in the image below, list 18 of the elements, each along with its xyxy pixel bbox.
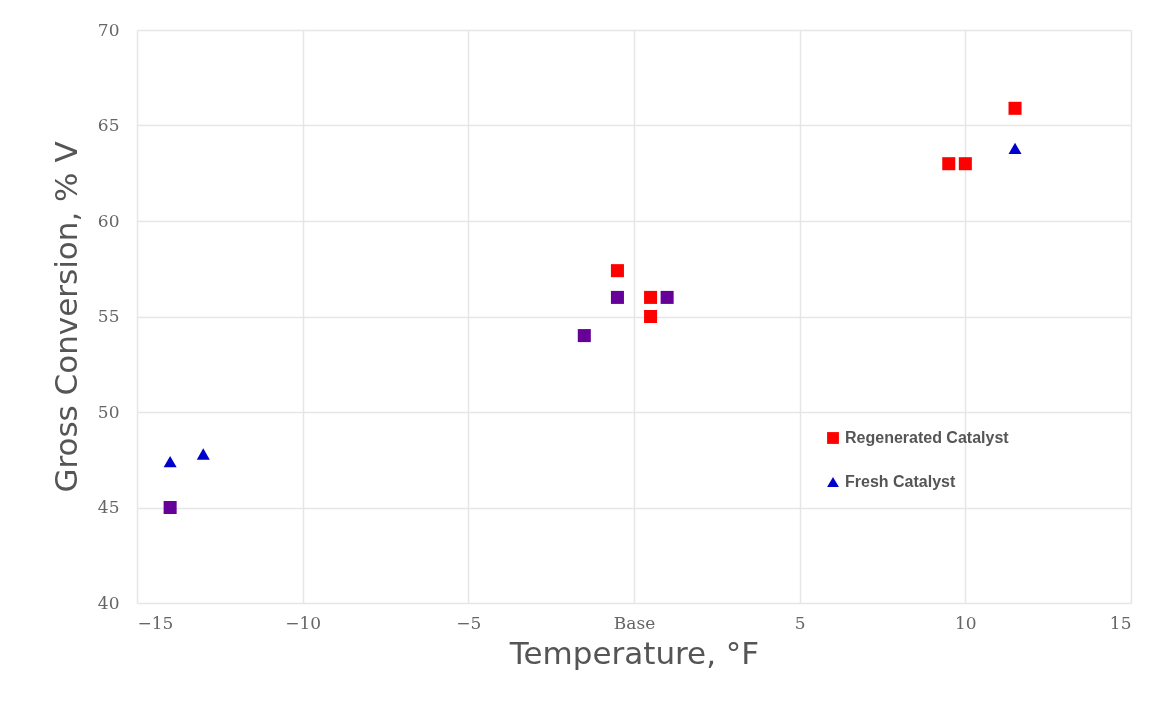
x-tick-label: 5 <box>794 612 806 633</box>
x-tick-label: 15 <box>1109 612 1132 633</box>
y-tick-label: 45 <box>97 497 120 517</box>
y-tick-label: 55 <box>97 306 120 326</box>
y-tick-label: 60 <box>97 210 120 231</box>
legend-label: Fresh Catalyst <box>845 473 956 490</box>
x-tick-label: −15 <box>137 612 174 633</box>
x-tick-label: −5 <box>456 612 482 633</box>
y-axis-title: Gross Conversion, % V <box>47 141 84 493</box>
legend-label: Regenerated Catalyst <box>845 429 1010 446</box>
y-tick-label: 65 <box>97 115 120 135</box>
x-tick-label: Base <box>613 612 656 633</box>
y-tick-label: 70 <box>97 19 120 40</box>
x-tick-label: 10 <box>955 612 977 633</box>
x-tick-label: −10 <box>285 612 322 633</box>
y-tick-label: 50 <box>97 401 120 422</box>
x-axis-title: Temperature, °F <box>508 634 760 671</box>
y-tick-label: 40 <box>97 592 120 613</box>
